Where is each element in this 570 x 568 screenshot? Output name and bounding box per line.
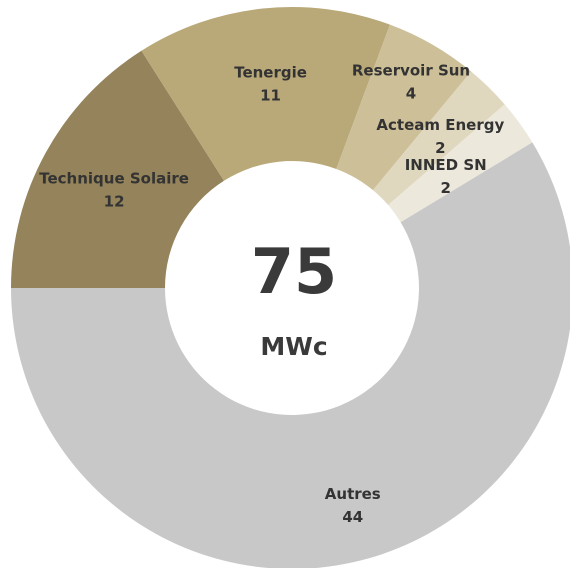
center-value: 75 [251,235,337,308]
slice-value: 2 [440,179,450,197]
slices [11,7,570,568]
center-label: MWc [260,332,327,361]
slice-label: Technique Solaire [39,170,189,188]
slice-label: Reservoir Sun [352,61,470,79]
slice-value: 44 [342,508,363,526]
slice [11,50,224,289]
slice [336,24,472,191]
slice [372,71,505,206]
slice [388,104,533,223]
slice [141,7,390,181]
slice-value: 2 [435,139,445,157]
slice-value: 4 [406,84,416,102]
slice-value: 11 [260,87,281,105]
slice-label: Autres [325,485,381,503]
slice-label: Tenergie [234,64,307,82]
slice-value: 12 [104,193,125,211]
slice-label: INNED SN [405,156,487,174]
slice [11,142,570,568]
slice-label: Acteam Energy [376,116,504,134]
